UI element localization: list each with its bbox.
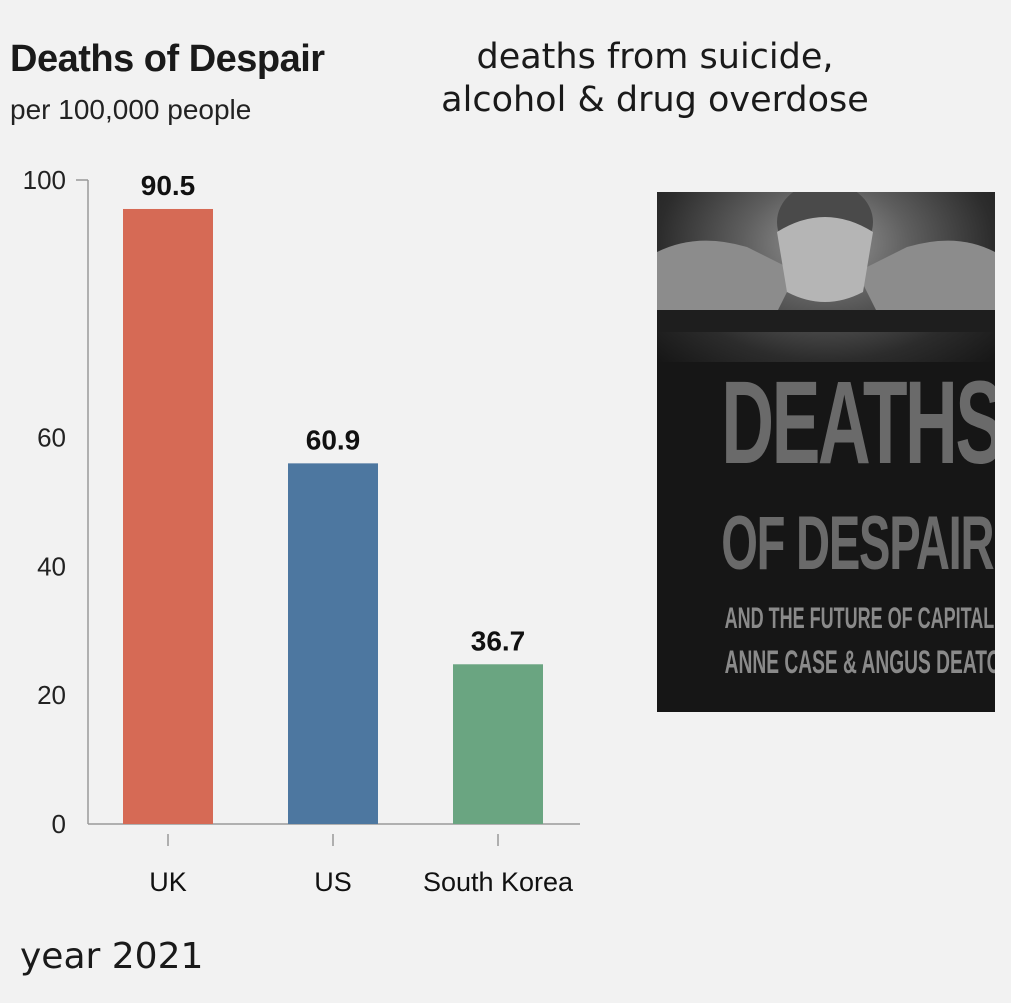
data-label: 90.5 (141, 170, 196, 201)
y-tick-label: 20 (37, 680, 66, 710)
y-tick-label: 100 (23, 165, 66, 195)
bar-uk (123, 208, 213, 825)
data-label: 36.7 (471, 625, 526, 656)
bar-chart: 0 20 40 60 100 90.5 UK 60.9 US 36.7 South Korea (23, 165, 580, 897)
book-subtitle: AND THE FUTURE OF CAPITALISM (724, 602, 995, 635)
y-tick-label: 40 (37, 551, 66, 581)
book-cover-photo (657, 192, 995, 362)
note-line-2: alcohol & drug overdose (441, 79, 869, 120)
year-label: year 2021 (20, 936, 204, 977)
chart-title: Deaths of Despair (10, 38, 325, 80)
book-authors: ANNE CASE & ANGUS DEATON (724, 644, 995, 680)
y-tick-label: 60 (37, 423, 66, 453)
bar-us (288, 463, 378, 824)
x-tick-label: UK (149, 867, 187, 897)
data-label: 60.9 (306, 424, 361, 455)
book-title-line-1: DEATHS (721, 357, 995, 489)
note-line-1: deaths from suicide, (476, 37, 834, 77)
book-title-line-2: OF DESPAIR (721, 501, 994, 586)
chart-subtitle: per 100,000 people (10, 94, 252, 125)
y-tick-label: 0 (52, 809, 66, 839)
book-cover: DEATHS OF DESPAIR AND THE FUTURE OF CAPI… (657, 192, 995, 712)
annotation-note: deaths from suicide, alcohol & drug over… (420, 36, 890, 121)
bar-south-korea (453, 664, 543, 824)
clasped-hands-figure (657, 192, 995, 332)
x-tick-label: South Korea (423, 867, 574, 897)
x-tick-label: US (314, 867, 352, 897)
